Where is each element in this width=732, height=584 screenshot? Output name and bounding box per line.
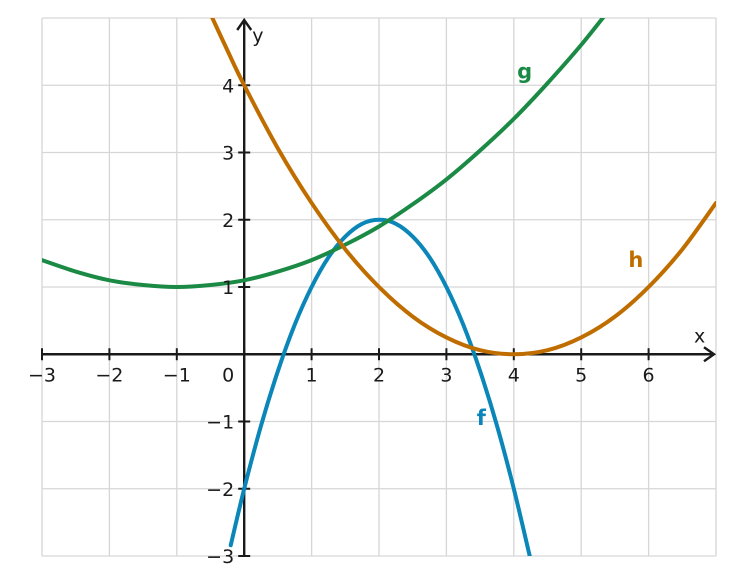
series-label-f: f (477, 406, 487, 430)
x-tick-label: 1 (306, 364, 318, 386)
curve-h (210, 18, 716, 357)
x-axis-arrow-icon (703, 346, 717, 363)
curve-g (42, 18, 606, 289)
x-tick-label: 3 (440, 364, 452, 386)
axes (41, 17, 717, 557)
series-label-g: g (517, 60, 532, 84)
y-tick-label: 4 (222, 75, 234, 97)
x-tick-label: 6 (643, 364, 655, 386)
x-tick-label: 4 (508, 364, 520, 386)
curves (42, 18, 716, 556)
y-tick-label: −3 (206, 546, 234, 568)
series-label-h: h (628, 248, 643, 272)
curve-f (228, 217, 532, 556)
y-tick-label: 3 (222, 143, 234, 165)
x-tick-label: 0 (222, 364, 234, 386)
y-tick-label: 2 (222, 210, 234, 232)
y-axis-arrow-icon (236, 17, 253, 31)
x-axis-label: x (694, 325, 705, 347)
x-tick-label: 2 (373, 364, 385, 386)
x-tick-label: −3 (28, 364, 56, 386)
y-axis-label: y (252, 25, 263, 47)
x-tick-label: 5 (575, 364, 587, 386)
y-tick-label: −2 (206, 479, 234, 501)
x-tick-label: −1 (163, 364, 191, 386)
y-tick-label: 1 (222, 277, 234, 299)
x-tick-label: −2 (95, 364, 123, 386)
y-tick-label: −1 (206, 412, 234, 434)
